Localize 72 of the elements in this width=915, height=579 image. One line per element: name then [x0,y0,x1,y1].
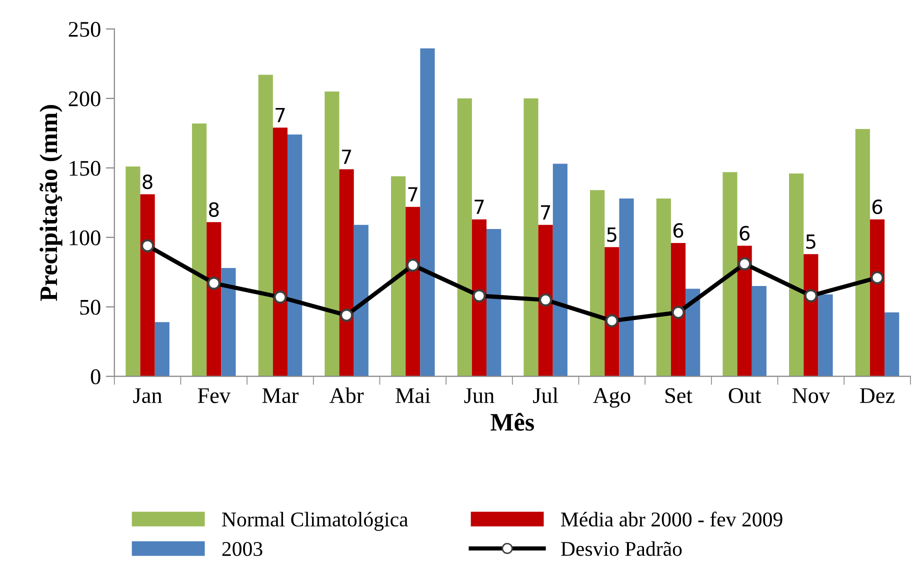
y-tick-label: 250 [68,22,100,37]
bar [391,176,406,376]
y-axis-title: Precipitação (mm) [40,105,62,301]
annotation: 7 [540,205,550,220]
x-axis-title: Mês [490,412,534,431]
y-tick-label: 100 [70,230,100,246]
bar [656,198,671,376]
legend-label: Normal Climatológica [222,512,408,531]
x-tick-label: Abr [329,387,364,404]
bar [524,98,538,376]
bar [789,173,804,376]
bar [486,229,502,376]
annotation: 5 [806,234,816,249]
bar [457,98,472,376]
annotation: 6 [872,199,882,214]
annotation: 6 [673,223,684,238]
bar [855,129,870,376]
bar [752,286,766,376]
legend-label: Média abr 2000 - fev 2009 [561,512,782,527]
bar [818,294,833,376]
bar [870,219,885,376]
x-tick-label: Jan [133,388,162,404]
x-tick-label: Out [728,388,762,404]
annotation: 8 [209,202,219,217]
bar [670,242,686,376]
x-tick-label: Fev [198,388,231,404]
bar [472,219,487,376]
bar [619,198,634,376]
x-tick-label: Set [666,388,692,404]
bar [140,194,155,376]
bar [804,254,818,376]
bar [258,74,273,376]
annotation: 7 [276,108,285,122]
y-tick-label: 150 [70,160,100,176]
bar [420,48,435,376]
x-tick-label: Mai [396,388,430,404]
annotation: 7 [474,200,484,214]
annotation: 7 [408,187,418,202]
y-tick-label: 200 [68,91,100,106]
y-tick-label: 50 [80,300,100,315]
bar [884,312,900,376]
bar [686,288,700,376]
x-tick-label: Nov [792,388,830,404]
x-tick-label: Jul [533,387,558,404]
x-tick-label: Dez [860,388,895,404]
bar [590,190,605,376]
y-tick-label: 0 [90,369,100,384]
x-tick-label: Mar [262,388,299,404]
x-tick-label: Ago [592,388,630,408]
bar [221,268,236,376]
bar [722,172,738,376]
bar [206,222,222,376]
bar [354,224,368,376]
bar [339,169,354,376]
bar [288,134,302,376]
bar [192,123,207,376]
bar [737,246,752,376]
x-tick-label: Jun [464,388,494,404]
annotation: 5 [607,228,616,242]
bar [324,91,340,376]
bar [154,322,170,376]
bar [126,166,140,376]
bar [272,128,288,376]
legend-label: Desvio Padrão [561,541,682,556]
bar [538,224,553,376]
bar [604,247,620,376]
bar [406,206,420,376]
bar [552,164,568,376]
annotation: 7 [342,150,352,164]
legend-label: 2003 [222,542,262,556]
annotation: 8 [142,174,152,190]
annotation: 6 [740,226,750,241]
